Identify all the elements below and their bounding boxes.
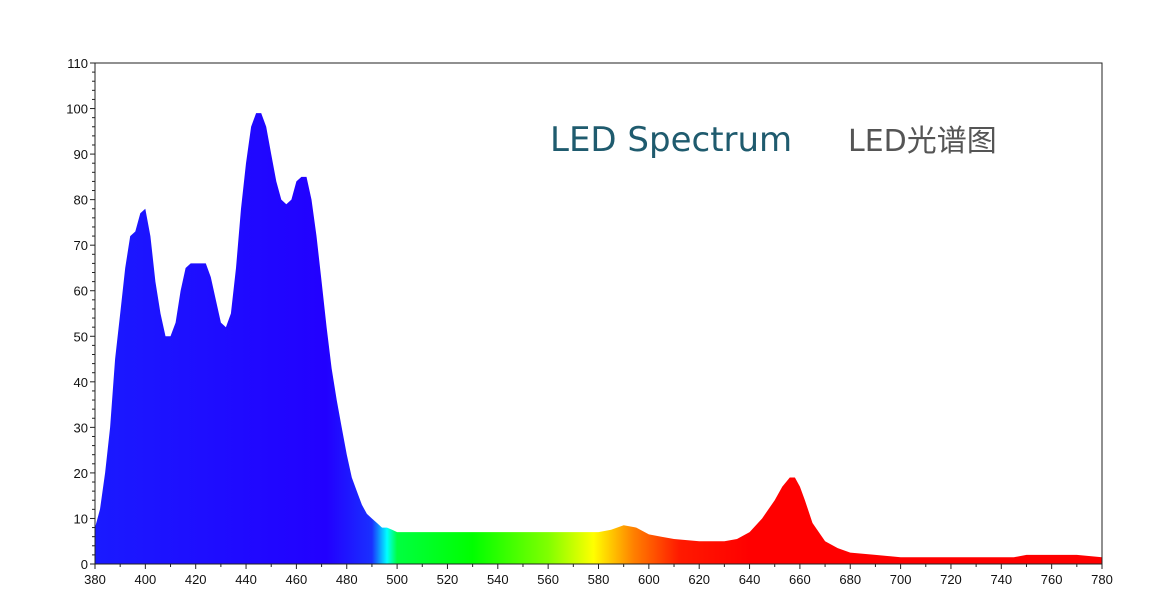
y-tick-label: 110 [67,56,88,71]
y-tick-label: 60 [74,284,88,299]
x-tick-label: 740 [990,572,1012,587]
y-tick-label: 20 [74,466,88,481]
y-tick-label: 90 [74,147,88,162]
x-tick-label: 480 [336,572,358,587]
x-tick-label: 440 [235,572,257,587]
x-tick-label: 600 [638,572,660,587]
y-tick-label: 100 [66,102,88,117]
y-tick-label: 50 [74,329,88,344]
y-tick-label: 40 [74,375,88,390]
x-axis-ticks: 380 400 420 440 460 480 500 520 540 560 580 600 620 6… [84,564,1113,587]
chart-title: LED Spectrum [550,120,792,160]
x-tick-label: 540 [487,572,509,587]
chart-subtitle: LED光谱图 [848,124,997,159]
x-tick-label: 720 [940,572,962,587]
x-tick-label: 780 [1091,572,1113,587]
x-tick-label: 380 [84,572,106,587]
x-tick-label: 700 [890,572,912,587]
x-tick-label: 520 [437,572,459,587]
x-tick-label: 560 [537,572,559,587]
y-tick-label: 0 [81,557,88,572]
x-tick-label: 580 [588,572,610,587]
x-tick-label: 400 [134,572,156,587]
x-tick-label: 500 [386,572,408,587]
y-tick-label: 80 [74,193,88,208]
x-tick-label: 420 [185,572,207,587]
x-tick-label: 760 [1041,572,1063,587]
x-tick-label: 460 [286,572,308,587]
y-tick-label: 10 [74,511,88,526]
y-axis-ticks: 0 10 20 30 40 50 60 70 80 90 100 110 [66,56,95,572]
x-tick-label: 620 [688,572,710,587]
y-tick-label: 30 [74,420,88,435]
x-tick-label: 640 [739,572,761,587]
spectrum-area [95,113,1102,564]
x-tick-label: 660 [789,572,811,587]
y-tick-label: 70 [74,238,88,253]
x-tick-label: 680 [839,572,861,587]
